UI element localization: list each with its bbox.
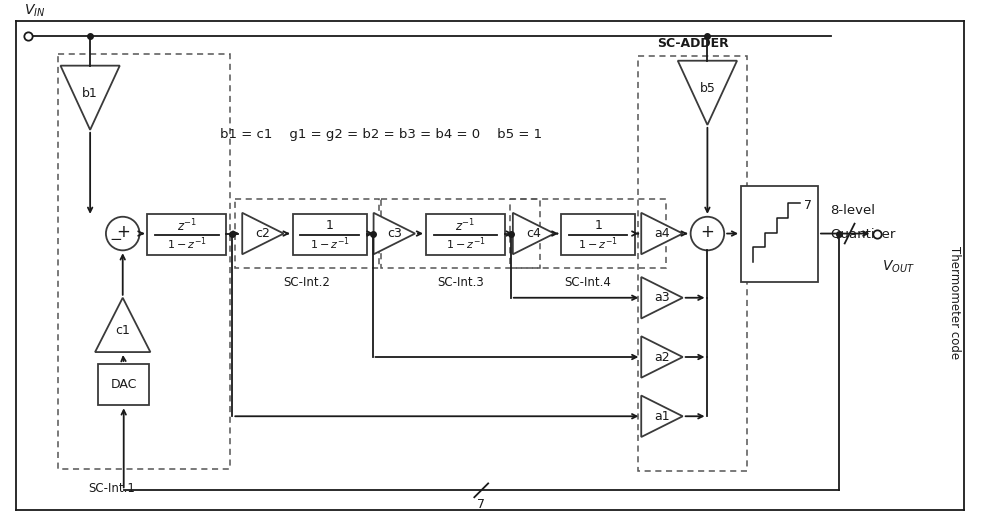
Text: DAC: DAC	[111, 378, 137, 391]
Text: a4: a4	[654, 227, 670, 240]
Polygon shape	[641, 396, 683, 437]
Text: $1-z^{-1}$: $1-z^{-1}$	[310, 235, 350, 252]
Text: 1: 1	[326, 219, 334, 232]
Text: c4: c4	[526, 227, 541, 240]
Text: SC-Int.2: SC-Int.2	[283, 276, 330, 289]
Text: $1-z^{-1}$: $1-z^{-1}$	[167, 235, 207, 252]
Text: 1: 1	[594, 219, 602, 232]
Text: b5: b5	[699, 82, 715, 95]
Bar	[293, 214, 367, 255]
Text: b1 = c1    g1 = g2 = b2 = b3 = b4 = 0    b5 = 1: b1 = c1 g1 = g2 = b2 = b3 = b4 = 0 b5 = …	[220, 128, 543, 141]
Text: $V_{OUT}$: $V_{OUT}$	[882, 258, 915, 275]
Text: SC-ADDER: SC-ADDER	[657, 37, 728, 50]
Circle shape	[106, 217, 140, 250]
Text: 7: 7	[804, 200, 812, 212]
Text: c3: c3	[387, 227, 402, 240]
Polygon shape	[641, 336, 683, 378]
Text: +: +	[116, 223, 130, 240]
Text: Quantizer: Quantizer	[830, 227, 895, 240]
Bar	[381, 199, 540, 268]
Bar	[741, 186, 818, 282]
Text: SC-Int.3: SC-Int.3	[437, 276, 484, 289]
Text: $z^{-1}$: $z^{-1}$	[177, 218, 197, 235]
Text: a1: a1	[654, 410, 670, 423]
Text: c2: c2	[256, 227, 270, 240]
Text: SC-Int.1: SC-Int.1	[88, 482, 135, 495]
Bar	[561, 214, 635, 255]
Text: a2: a2	[654, 351, 670, 363]
Text: c1: c1	[115, 324, 130, 337]
Bar	[510, 199, 666, 268]
Polygon shape	[61, 66, 120, 130]
Bar	[235, 199, 379, 268]
Polygon shape	[678, 60, 737, 125]
Bar	[58, 54, 230, 468]
Text: b1: b1	[82, 87, 98, 100]
Polygon shape	[641, 277, 683, 318]
Circle shape	[691, 217, 724, 250]
Text: Thermometer code: Thermometer code	[948, 246, 961, 359]
Text: 8-level: 8-level	[830, 204, 875, 217]
Text: −: −	[109, 232, 122, 247]
Text: $z^{-1}$: $z^{-1}$	[455, 218, 476, 235]
Text: $1-z^{-1}$: $1-z^{-1}$	[446, 235, 485, 252]
Bar	[638, 56, 747, 470]
Polygon shape	[513, 213, 554, 254]
Text: a3: a3	[654, 291, 670, 304]
Bar	[147, 214, 226, 255]
Text: SC-Int.4: SC-Int.4	[564, 276, 611, 289]
Polygon shape	[641, 213, 683, 254]
Text: 7: 7	[477, 498, 485, 511]
Text: +: +	[700, 223, 714, 240]
Text: $1-z^{-1}$: $1-z^{-1}$	[578, 235, 618, 252]
Text: $V_{IN}$: $V_{IN}$	[24, 3, 45, 19]
Bar	[426, 214, 505, 255]
Bar	[98, 364, 149, 405]
Polygon shape	[242, 213, 284, 254]
Polygon shape	[95, 298, 150, 352]
Polygon shape	[374, 213, 415, 254]
